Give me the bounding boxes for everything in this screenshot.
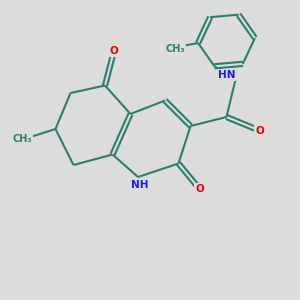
Text: HN: HN bbox=[218, 70, 235, 80]
Text: NH: NH bbox=[131, 180, 148, 190]
Text: O: O bbox=[195, 184, 204, 194]
Text: CH₃: CH₃ bbox=[166, 44, 185, 54]
Text: CH₃: CH₃ bbox=[13, 134, 32, 145]
Text: O: O bbox=[255, 125, 264, 136]
Text: O: O bbox=[110, 46, 118, 56]
